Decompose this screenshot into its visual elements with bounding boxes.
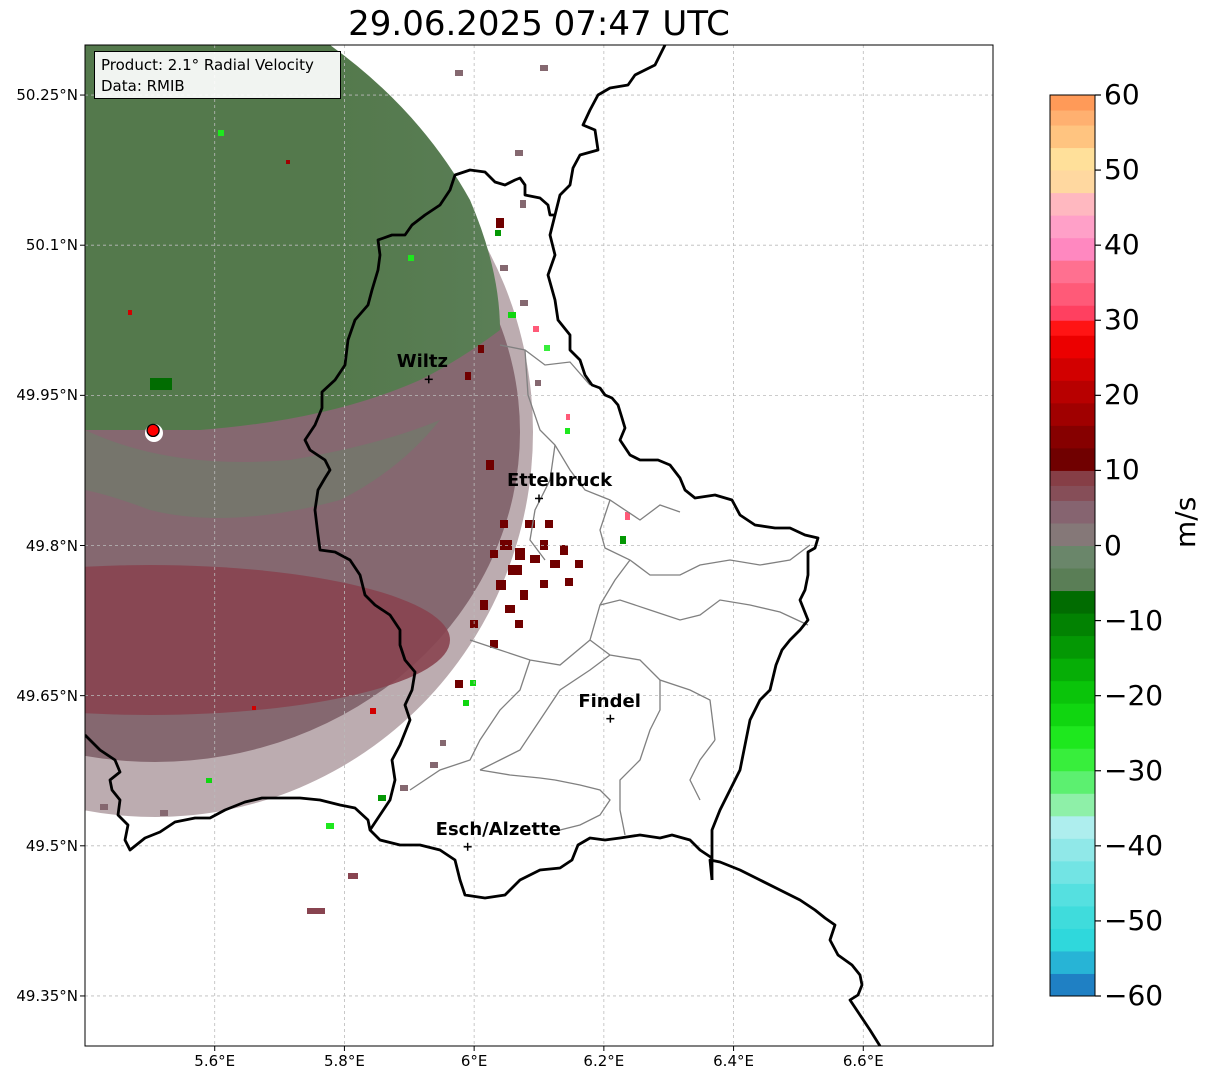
colorbar-segment [1050, 170, 1095, 194]
colorbar-segment [1050, 725, 1095, 749]
colorbar-segment [1050, 635, 1095, 659]
lat-label: 49.65°N [16, 686, 78, 705]
colorbar-segment [1050, 425, 1095, 449]
lon-label: 5.8°E [324, 1052, 365, 1070]
lon-label: 6°E [460, 1052, 488, 1070]
lon-label: 6.6°E [842, 1052, 884, 1070]
colorbar-segment [1050, 590, 1095, 614]
colorbar-segment [1050, 860, 1095, 884]
echo-strong-outbound-cluster [455, 218, 583, 688]
colorbar-tick-label: −20 [1104, 678, 1164, 712]
colorbar-segment [1050, 470, 1095, 486]
colorbar-tick-label: 0 [1104, 528, 1122, 562]
colorbar-segment [1050, 838, 1095, 862]
colorbar-segment [1050, 215, 1095, 239]
colorbar-segment [1050, 95, 1095, 111]
colorbar-tick-label: −10 [1104, 603, 1164, 637]
colorbar-tick-label: 20 [1104, 378, 1140, 412]
lat-label: 50.1°N [25, 236, 78, 255]
lat-label: 50.25°N [16, 86, 78, 105]
colorbar-segment [1050, 815, 1095, 839]
colorbar-segment [1050, 905, 1095, 929]
echo-scatter-pixels [100, 65, 630, 914]
colorbar-segment [1050, 147, 1095, 171]
colorbar-segment [1050, 568, 1095, 592]
axis-ticks [80, 94, 864, 1051]
colorbar-tick-label: −50 [1104, 903, 1164, 937]
city-label: Findel [578, 690, 641, 712]
colorbar-tick-label: 40 [1104, 228, 1140, 262]
colorbar-segment [1050, 973, 1095, 997]
colorbar-segment [1050, 883, 1095, 907]
colorbar-segment [1050, 447, 1095, 471]
colorbar-segment [1050, 928, 1095, 952]
colorbar-segment [1050, 305, 1095, 321]
lat-label: 49.35°N [16, 986, 78, 1005]
colorbar-segment [1050, 748, 1095, 772]
gridlines [85, 45, 993, 1046]
map-title: 29.06.2025 07:47 UTC [348, 4, 730, 44]
city-label: Wiltz [396, 351, 449, 373]
city-label: Ettelbruck [507, 470, 613, 492]
echo-inbound-region [85, 45, 500, 430]
colorbar-tick-label: −40 [1104, 828, 1164, 862]
colorbar-segment [1050, 335, 1095, 359]
colorbar-tick-label: −30 [1104, 753, 1164, 787]
colorbar-segment [1050, 110, 1095, 126]
city-markers [424, 375, 615, 851]
country-borders [85, 45, 882, 1046]
colorbar-unit: m/s [1169, 496, 1202, 548]
colorbar-tick-label: −60 [1104, 979, 1164, 1012]
lat-label: 49.8°N [25, 536, 78, 555]
colorbar-segment [1050, 770, 1095, 794]
colorbar-segment [1050, 260, 1095, 284]
colorbar-segment [1050, 613, 1095, 637]
colorbar-segment [1050, 658, 1095, 682]
lat-label: 49.5°N [25, 836, 78, 855]
colorbar-segment [1050, 402, 1095, 426]
colorbar-tick-label: 60 [1104, 78, 1140, 111]
colorbar-segment [1050, 192, 1095, 216]
echo-transition [85, 420, 440, 518]
lon-label: 6.2°E [583, 1052, 625, 1070]
lon-label: 5.6°E [194, 1052, 236, 1070]
colorbar-segment [1050, 522, 1095, 546]
colorbar [1050, 95, 1095, 997]
colorbar-segment [1050, 703, 1095, 727]
colorbar-tick-label: 50 [1104, 153, 1140, 187]
colorbar-segment [1050, 545, 1095, 569]
info-data-source: Data: RMIB [101, 77, 185, 95]
colorbar-segment [1050, 680, 1095, 704]
lat-label: 49.95°N [16, 386, 78, 405]
colorbar-segment [1050, 485, 1095, 501]
colorbar-segment [1050, 357, 1095, 381]
lon-label: 6.4°E [713, 1052, 754, 1070]
colorbar-segment [1050, 237, 1095, 261]
colorbar-tick-label: 30 [1104, 303, 1140, 337]
colorbar-segment [1050, 950, 1095, 974]
colorbar-segment [1050, 320, 1095, 336]
canton-boundaries [409, 344, 811, 836]
colorbar-segment [1050, 500, 1095, 524]
colorbar-segment [1050, 793, 1095, 817]
city-label: Esch/Alzette [435, 818, 561, 840]
colorbar-tick-label: 10 [1104, 453, 1140, 487]
info-box: Product: 2.1° Radial Velocity Data: RMIB [94, 51, 341, 99]
echo-outbound-core [85, 565, 450, 715]
colorbar-segment [1050, 282, 1095, 306]
info-product: Product: 2.1° Radial Velocity [101, 56, 314, 74]
colorbar-segment [1050, 380, 1095, 404]
colorbar-segment [1050, 125, 1095, 149]
radar-site-marker[interactable] [146, 423, 160, 438]
colorbar-ticks [1095, 94, 1101, 997]
